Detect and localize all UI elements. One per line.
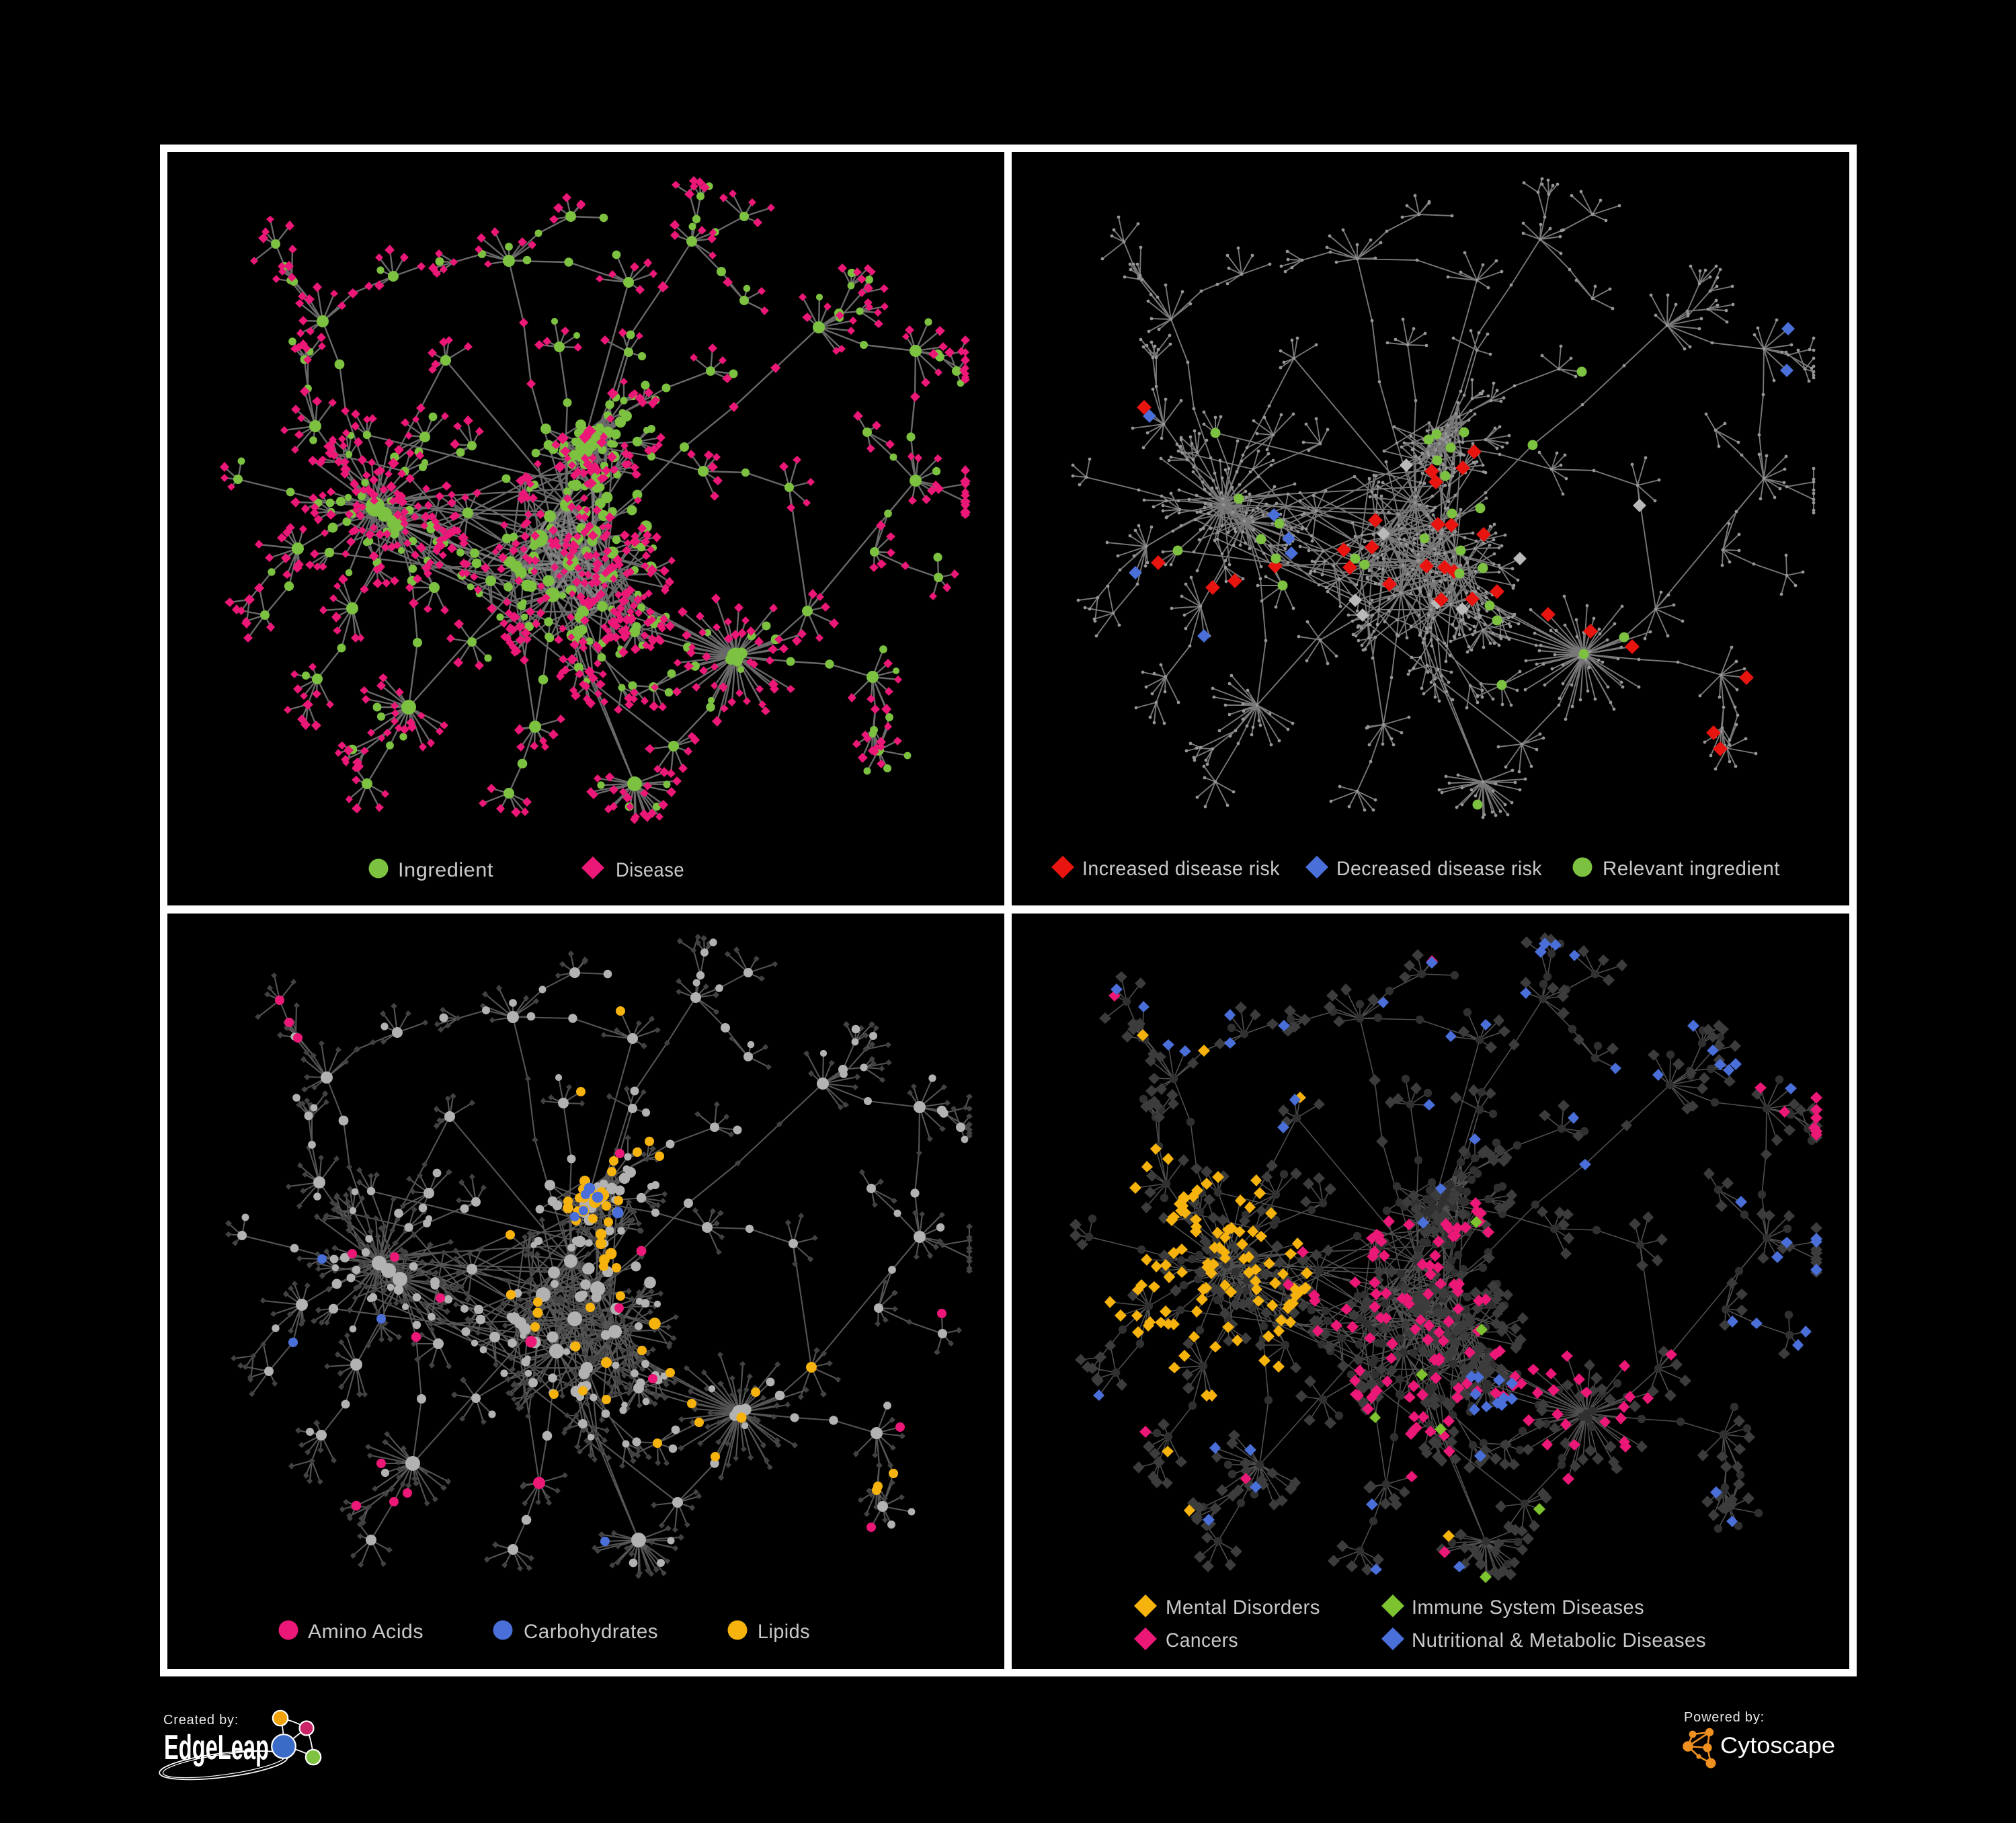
svg-text:Created by:: Created by: [163, 1713, 239, 1728]
svg-text:EdgeLeap: EdgeLeap [164, 1728, 269, 1767]
svg-text:Ingredient: Ingredient [398, 859, 493, 881]
svg-text:Disease: Disease [616, 859, 684, 881]
svg-text:Nutritional & Metabolic Diseas: Nutritional & Metabolic Diseases [1412, 1629, 1706, 1652]
svg-text:Amino Acids: Amino Acids [308, 1621, 424, 1643]
svg-text:Carbohydrates: Carbohydrates [524, 1621, 658, 1643]
svg-text:Increased disease risk: Increased disease risk [1082, 858, 1280, 880]
svg-text:Decreased disease risk: Decreased disease risk [1336, 858, 1542, 880]
svg-text:Powered by:: Powered by: [1684, 1710, 1765, 1725]
svg-text:Lipids: Lipids [758, 1621, 810, 1643]
svg-text:Cytoscape: Cytoscape [1720, 1733, 1835, 1758]
svg-text:Mental Disorders: Mental Disorders [1166, 1596, 1320, 1619]
svg-text:Immune System Diseases: Immune System Diseases [1412, 1596, 1644, 1619]
svg-text:Cancers: Cancers [1166, 1629, 1238, 1652]
svg-text:Relevant ingredient: Relevant ingredient [1603, 858, 1780, 880]
